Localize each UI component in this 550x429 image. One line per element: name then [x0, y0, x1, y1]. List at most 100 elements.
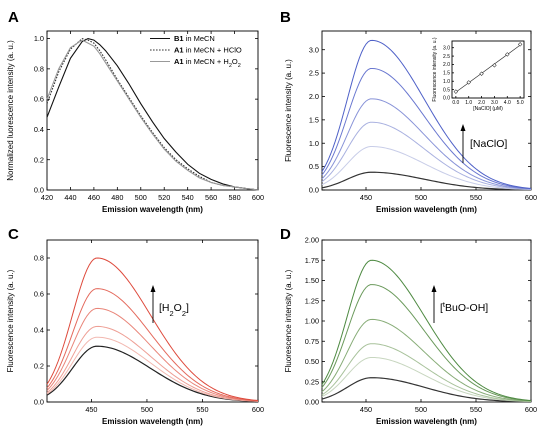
panel-c: 450 500 550 600 0.0 0.2 0.4 0.6 0.8 Emission wave… — [6, 226, 264, 426]
panel-label: C — [8, 226, 19, 243]
spectrum-line-4 — [321, 318, 532, 402]
x-tick-label: 600 — [252, 193, 264, 202]
x-tick-label: 550 — [470, 405, 482, 414]
y-tick-label: 0.0 — [309, 186, 319, 195]
y-tick-label: 1.0 — [34, 34, 44, 43]
legend-entry: A1 in MeCN + HClO — [174, 46, 242, 55]
panel-b: 450 500 550 600 0.0 0.5 1.0 1.5 2.0 2.5 3.0 Emissio… — [280, 9, 537, 214]
y-tick-label: 1.25 — [305, 296, 319, 305]
spectrum-line-6 — [46, 257, 259, 401]
inset-frame — [451, 40, 525, 99]
series-line-3 — [46, 39, 259, 191]
spectrum-line-3 — [46, 325, 259, 402]
inset-y-tick-label: 1.5 — [443, 71, 450, 77]
y-axis-label: Fluorescence intensity (a. u.) — [284, 269, 293, 372]
x-axis-label: Emission wavelength (nm) — [102, 417, 203, 426]
y-axis-label: Normalized luorescence intensity (a. u.) — [6, 40, 15, 181]
x-tick-label: 500 — [415, 405, 427, 414]
y-tick-label: 0.6 — [34, 290, 44, 299]
spectrum-line-2 — [321, 146, 532, 191]
inset-plot: 0.0 1.0 2.0 3.0 4.0 5.00.00.51.01.52.02.53.0[… — [432, 37, 525, 112]
y-tick-label: 1.0 — [309, 139, 319, 148]
plot-frame — [46, 239, 259, 403]
annotation-label: [NaClO] — [470, 138, 507, 150]
spectrum-line-4 — [321, 98, 532, 190]
plot-frame — [321, 239, 532, 403]
x-tick-label: 540 — [182, 193, 194, 202]
y-tick-label: 1.75 — [305, 256, 319, 265]
x-tick-label: 450 — [360, 405, 372, 414]
y-tick-label: 0.8 — [34, 64, 44, 73]
arrow-head — [431, 285, 437, 292]
legend-entry: B1 in MeCN — [174, 34, 215, 43]
inset-x-tick-label: 3.0 — [491, 100, 498, 106]
annotation-label: [tBuO-OH] — [440, 300, 488, 315]
spectrum-line-1 — [46, 345, 259, 403]
y-tick-label: 0.8 — [34, 254, 44, 263]
y-tick-label: 0.00 — [305, 398, 319, 407]
x-tick-label: 500 — [415, 193, 427, 202]
y-tick-label: 0.2 — [34, 155, 44, 164]
inset-x-tick-label: 4.0 — [504, 100, 511, 106]
y-tick-label: 0.5 — [309, 162, 319, 171]
x-tick-label: 560 — [205, 193, 217, 202]
spectrum-line-6 — [321, 39, 532, 189]
inset-y-tick-label: 2.0 — [443, 62, 450, 68]
inset-x-tick-label: 0.0 — [452, 100, 459, 106]
x-tick-label: 500 — [141, 405, 153, 414]
y-tick-label: 0.0 — [34, 398, 44, 407]
spectrum-line-3 — [321, 343, 532, 402]
y-tick-label: 0.50 — [305, 357, 319, 366]
spectrum-line-1 — [321, 377, 532, 403]
x-tick-label: 520 — [158, 193, 170, 202]
inset-y-tick-label: 0.5 — [443, 87, 450, 93]
inset-data-point — [492, 63, 497, 68]
y-tick-label: 0.25 — [305, 377, 319, 386]
y-tick-label: 2.0 — [309, 92, 319, 101]
annotation-label: [H2O2] — [159, 302, 189, 318]
series-line-2 — [46, 37, 259, 191]
y-tick-label: 0.4 — [34, 326, 44, 335]
spectrum-line-3 — [321, 121, 532, 190]
inset-data-point — [466, 80, 471, 85]
y-axis-label: Fluorescence intensity (a. u.) — [284, 59, 293, 162]
x-tick-label: 550 — [470, 193, 482, 202]
x-tick-label: 480 — [111, 193, 123, 202]
x-tick-label: 600 — [525, 405, 537, 414]
spectrum-line-1 — [321, 171, 532, 191]
inset-data-point — [479, 71, 484, 76]
spectrum-line-5 — [321, 67, 532, 190]
x-tick-label: 450 — [360, 193, 372, 202]
panel-label: D — [280, 226, 291, 243]
inset-x-tick-label: 5.0 — [517, 100, 524, 106]
y-tick-label: 0.0 — [34, 186, 44, 195]
y-tick-label: 0.2 — [34, 362, 44, 371]
inset-x-tick-label: 2.0 — [478, 100, 485, 106]
y-tick-label: 0.4 — [34, 125, 44, 134]
spectrum-line-5 — [321, 284, 532, 402]
x-tick-label: 500 — [135, 193, 147, 202]
spectrum-line-4 — [46, 307, 259, 402]
panel-label: B — [280, 9, 291, 26]
x-tick-label: 600 — [525, 193, 537, 202]
inset-data-point — [453, 89, 459, 94]
spectrum-line-2 — [321, 356, 532, 403]
y-tick-label: 2.00 — [305, 236, 319, 245]
panel-a: 420 440 460 480 500 520 540 560 580 600 0.0 0.2 0.4 0… — [6, 9, 264, 214]
x-axis-label: Emission wavelength (nm) — [376, 205, 477, 214]
inset-y-tick-label: 3.0 — [443, 45, 450, 51]
inset-y-tick-label: 1.0 — [443, 79, 450, 85]
arrow-head — [150, 285, 156, 292]
x-axis-label: Emission wavelength (nm) — [376, 417, 477, 426]
panel-d: 450 500 550 600 0.00 0.25 0.50 0.75 1.00 1.25 1.50… — [280, 226, 537, 426]
inset-y-tick-label: 0.0 — [443, 96, 450, 102]
x-tick-label: 550 — [196, 405, 208, 414]
x-tick-label: 420 — [41, 193, 53, 202]
plot-frame — [321, 30, 532, 191]
x-tick-label: 440 — [64, 193, 76, 202]
spectrum-line-2 — [46, 336, 259, 402]
inset-data-point — [505, 52, 510, 57]
inset-x-axis-label: [NaClO] (μM) — [473, 106, 503, 112]
legend-entry: A1 in MeCN + H2O2 — [174, 57, 241, 69]
